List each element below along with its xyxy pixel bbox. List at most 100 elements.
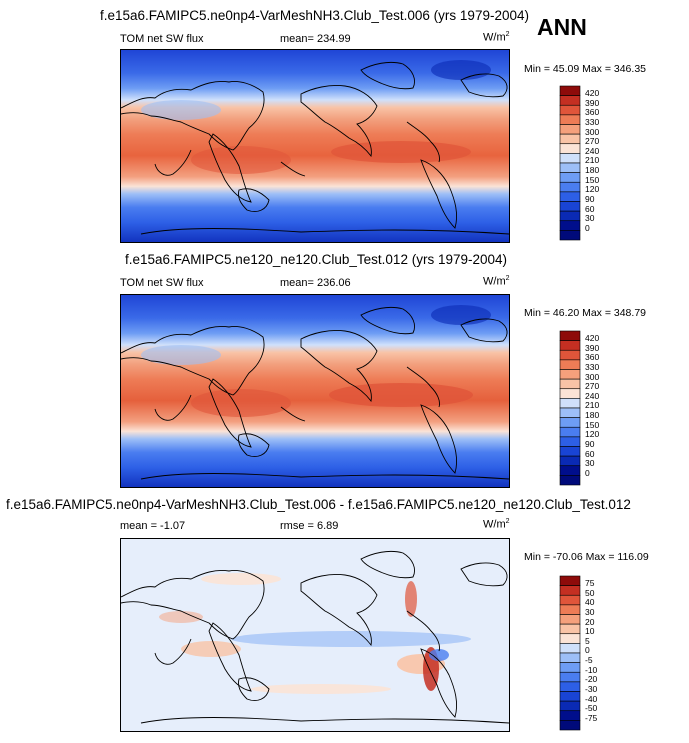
colorbar-box xyxy=(559,720,581,731)
colorbar-box xyxy=(559,407,581,418)
colorbar-tick-label: 300 xyxy=(585,126,600,137)
panel-1-map-svg xyxy=(121,50,509,242)
colorbar-box xyxy=(559,691,581,702)
panel-2-variable-label: TOM net SW flux xyxy=(120,277,204,289)
colorbar-box xyxy=(559,475,581,486)
colorbar-tick-label: 270 xyxy=(585,381,600,392)
colorbar-tick-label: 390 xyxy=(585,97,600,108)
panel-2-map-svg xyxy=(121,295,509,487)
colorbar-tick-label: -40 xyxy=(585,693,598,704)
colorbar-box xyxy=(559,585,581,596)
colorbar-tick-label: 0 xyxy=(585,222,590,233)
panel-3-mean-label: mean = -1.07 xyxy=(120,520,186,532)
panel-1-units: W/m2 xyxy=(483,31,510,44)
colorbar-tick-label: -5 xyxy=(585,655,593,665)
colorbar-box xyxy=(559,124,581,135)
panel-3-map-svg xyxy=(121,539,509,731)
colorbar-box xyxy=(559,604,581,615)
colorbar-box xyxy=(559,700,581,712)
panel-2-mean-label: mean= 236.06 xyxy=(280,277,351,289)
colorbar-tick-label: 360 xyxy=(585,352,600,363)
colorbar-box xyxy=(559,369,581,380)
colorbar-tick-label: 90 xyxy=(585,193,595,204)
colorbar-box xyxy=(559,465,581,476)
colorbar-box xyxy=(559,671,581,683)
colorbar-box xyxy=(559,85,581,96)
colorbar-box xyxy=(559,417,581,428)
colorbar-tick-label: 50 xyxy=(585,587,595,598)
colorbar-tick-label: 210 xyxy=(585,155,600,166)
colorbar-tick-label: 10 xyxy=(585,626,595,637)
colorbar-box xyxy=(559,643,581,654)
colorbar-tick-label: 60 xyxy=(585,203,595,214)
colorbar-box xyxy=(559,201,581,212)
colorbar-tick-label: 60 xyxy=(585,448,595,459)
panel-2-minmax: Min = 46.20 Max = 348.79 xyxy=(524,307,646,319)
colorbar-box xyxy=(559,594,581,606)
colorbar-tick-label: 0 xyxy=(585,645,590,656)
panel-2-title: f.e15a6.FAMIPC5.ne120_ne120.Club_Test.01… xyxy=(125,252,508,267)
colorbar-tick-label: 270 xyxy=(585,136,600,147)
panel-2-map xyxy=(120,294,510,488)
colorbar-box xyxy=(559,143,581,154)
colorbar-box xyxy=(559,133,581,145)
colorbar-box xyxy=(559,614,581,625)
panel-3-minmax: Min = -70.06 Max = 116.09 xyxy=(524,551,649,563)
colorbar-tick-label: -50 xyxy=(585,703,598,714)
colorbar-box xyxy=(559,220,581,231)
colorbar-box xyxy=(559,95,581,106)
colorbar-box xyxy=(559,455,581,467)
panel-3-rmse-label: rmse = 6.89 xyxy=(280,520,339,532)
colorbar-tick-label: 180 xyxy=(585,410,600,420)
colorbar-tick-label: 330 xyxy=(585,116,600,127)
colorbar-box xyxy=(559,436,581,447)
colorbar-tick-label: 0 xyxy=(585,467,590,478)
colorbar-box xyxy=(559,349,581,361)
colorbar-box xyxy=(559,662,581,673)
colorbar-tick-label: 75 xyxy=(585,578,595,588)
colorbar-box xyxy=(559,114,581,125)
panel-1-colorbar-labels: 420 390 360 330 300 270 240 210 180 150 120 90 60 30 0 xyxy=(585,88,600,233)
panel-3-title: f.e15a6.FAMIPC5.ne0np4-VarMeshNH3.Club_T… xyxy=(6,497,631,512)
colorbar-box xyxy=(559,633,581,644)
colorbar-tick-label: 390 xyxy=(585,342,600,353)
colorbar-tick-label: 20 xyxy=(585,616,595,627)
colorbar-box xyxy=(559,181,581,193)
colorbar-box xyxy=(559,340,581,351)
colorbar-tick-label: 90 xyxy=(585,438,595,449)
colorbar-box xyxy=(559,652,581,663)
panel-1-colorbar-svg xyxy=(559,85,581,241)
colorbar-tick-label: 30 xyxy=(585,458,595,469)
colorbar-tick-label: 30 xyxy=(585,213,595,224)
colorbar-tick-label: 240 xyxy=(585,145,600,156)
colorbar-tick-label: 330 xyxy=(585,361,600,372)
colorbar-tick-label: 300 xyxy=(585,371,600,382)
colorbar-box xyxy=(559,330,581,341)
colorbar-box xyxy=(559,172,581,183)
colorbar-tick-label: 150 xyxy=(585,174,600,185)
colorbar-tick-label: -75 xyxy=(585,712,598,723)
colorbar-tick-label: 120 xyxy=(585,429,600,440)
colorbar-box xyxy=(559,426,581,438)
colorbar-box xyxy=(559,162,581,173)
colorbar-box xyxy=(559,710,581,721)
panel-1-coastlines xyxy=(121,61,509,235)
panel-1-variable-label: TOM net SW flux xyxy=(120,33,204,45)
colorbar-tick-label: -20 xyxy=(585,674,598,685)
colorbar-tick-label: 5 xyxy=(585,635,590,646)
panel-3-units: W/m2 xyxy=(483,518,510,531)
panel-1-mean-label: mean= 234.99 xyxy=(280,33,351,45)
colorbar-box xyxy=(559,153,581,164)
colorbar-tick-label: 210 xyxy=(585,400,600,411)
colorbar-tick-label: -10 xyxy=(585,664,598,675)
colorbar-box xyxy=(559,104,581,116)
colorbar-tick-label: 30 xyxy=(585,606,595,617)
colorbar-tick-label: 240 xyxy=(585,390,600,401)
colorbar-box xyxy=(559,575,581,586)
colorbar-tick-label: 420 xyxy=(585,333,600,343)
colorbar-tick-label: 360 xyxy=(585,107,600,118)
colorbar-box xyxy=(559,230,581,241)
panel-1-minmax: Min = 45.09 Max = 346.35 xyxy=(524,63,646,75)
panel-2-colorbar-labels: 420 390 360 330 300 270 240 210 180 150 120 90 60 30 0 xyxy=(585,333,600,478)
colorbar-tick-label: 120 xyxy=(585,184,600,195)
